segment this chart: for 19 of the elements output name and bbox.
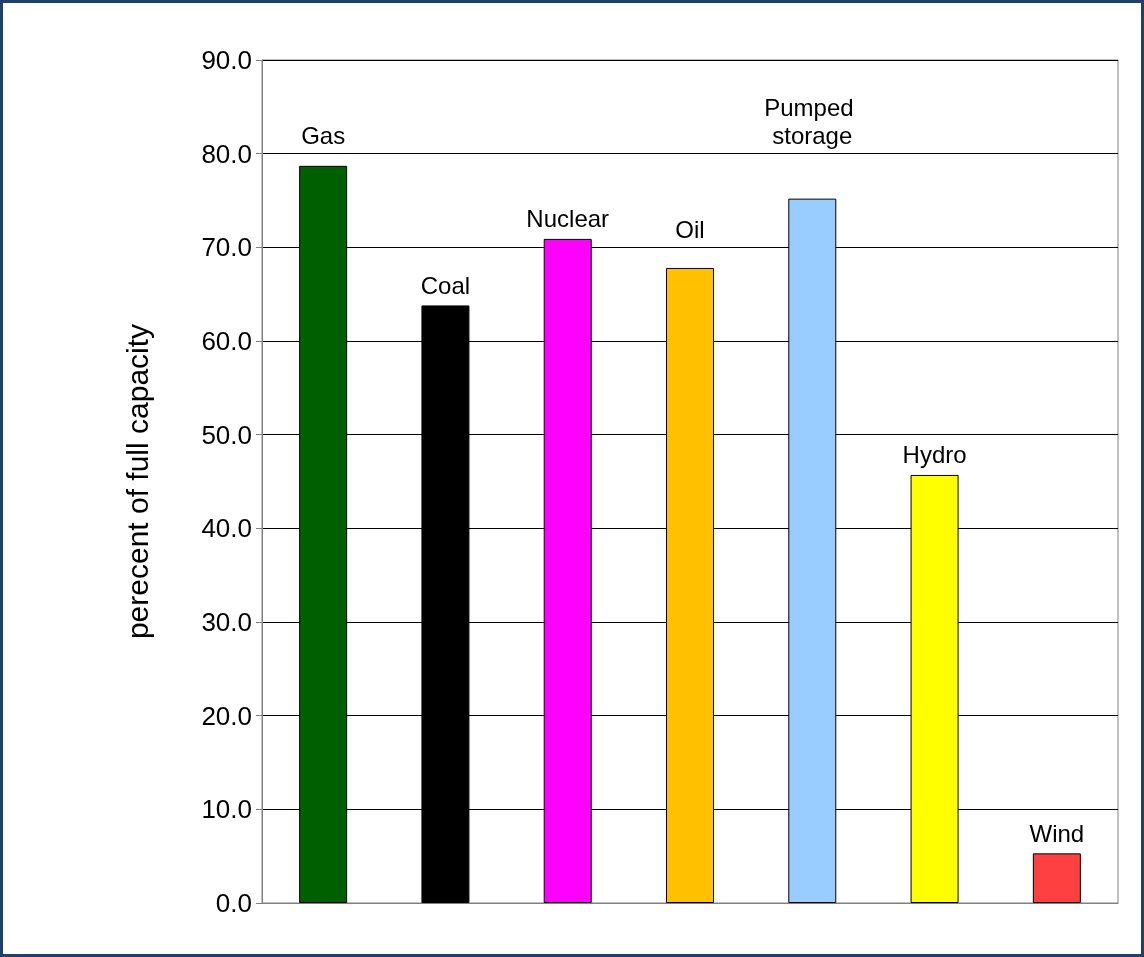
x-tick-label: Coal xyxy=(420,271,471,299)
x-tick-label: Hydro xyxy=(902,441,967,469)
y-tick-label: 10.0 xyxy=(201,794,252,825)
x-tick-label: Wind xyxy=(1029,819,1085,847)
y-tick-label: 70.0 xyxy=(201,232,252,263)
y-tick-label: 90.0 xyxy=(201,45,252,75)
y-tick-label: 30.0 xyxy=(201,607,252,637)
x-tick-label: Gas xyxy=(301,122,346,150)
bar xyxy=(1032,853,1081,903)
x-tick-label: Pumped storage xyxy=(764,93,861,149)
y-tick-label: 50.0 xyxy=(201,419,252,450)
y-axis-title: perecent of full capacity xyxy=(120,323,154,640)
y-tick-label: 80.0 xyxy=(201,138,252,169)
y-tick-label: 0.0 xyxy=(215,888,252,918)
y-tick-label: 60.0 xyxy=(201,326,252,356)
x-tick-label: Nuclear xyxy=(526,205,610,233)
y-tick-label: 40.0 xyxy=(201,513,252,544)
y-tick-label: 20.0 xyxy=(201,700,252,731)
x-tick-label: Oil xyxy=(675,215,705,243)
